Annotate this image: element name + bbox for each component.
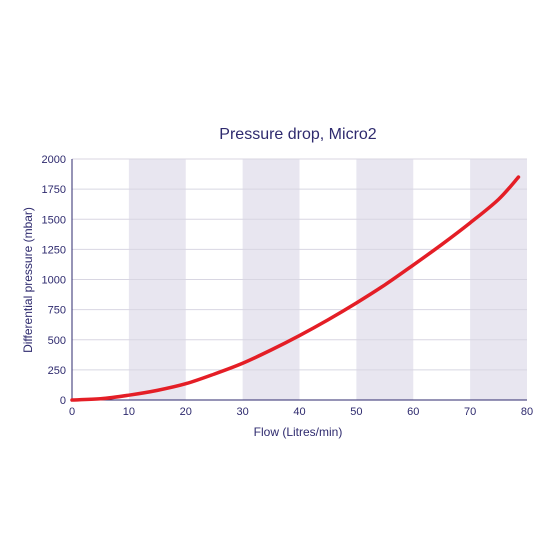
x-tick-label: 0 — [69, 406, 75, 418]
y-tick-label: 1500 — [42, 214, 66, 226]
y-tick-label: 500 — [48, 335, 66, 347]
x-tick-label: 30 — [237, 406, 249, 418]
series-line — [70, 175, 521, 402]
y-tick-label: 1000 — [42, 275, 66, 287]
x-tick-label: 20 — [180, 406, 192, 418]
chart-title: Pressure drop, Micro2 — [219, 126, 376, 143]
series-layer — [70, 175, 521, 402]
y-tick-label: 0 — [60, 395, 66, 407]
x-tick-label: 80 — [521, 406, 533, 418]
y-tick-label: 1750 — [42, 184, 66, 196]
x-tick-label: 40 — [293, 406, 305, 418]
x-tick-label: 70 — [464, 406, 476, 418]
y-tick-label: 750 — [48, 305, 66, 317]
y-axis-label: Differential pressure (mbar) — [21, 207, 35, 353]
y-tick-label: 1250 — [42, 244, 66, 256]
y-tick-label: 2000 — [42, 154, 66, 166]
axes — [71, 159, 527, 401]
y-tick-label: 250 — [48, 365, 66, 377]
x-axis-label: Flow (Litres/min) — [254, 425, 343, 439]
x-tick-label: 60 — [407, 406, 419, 418]
x-tick-label: 10 — [123, 406, 135, 418]
tick-labels: 0 10 20 30 40 50 60 70 80 0 250 500 750 1000 1250 1500 1… — [42, 154, 534, 418]
gridlines — [72, 158, 527, 371]
x-tick-label: 50 — [350, 406, 362, 418]
